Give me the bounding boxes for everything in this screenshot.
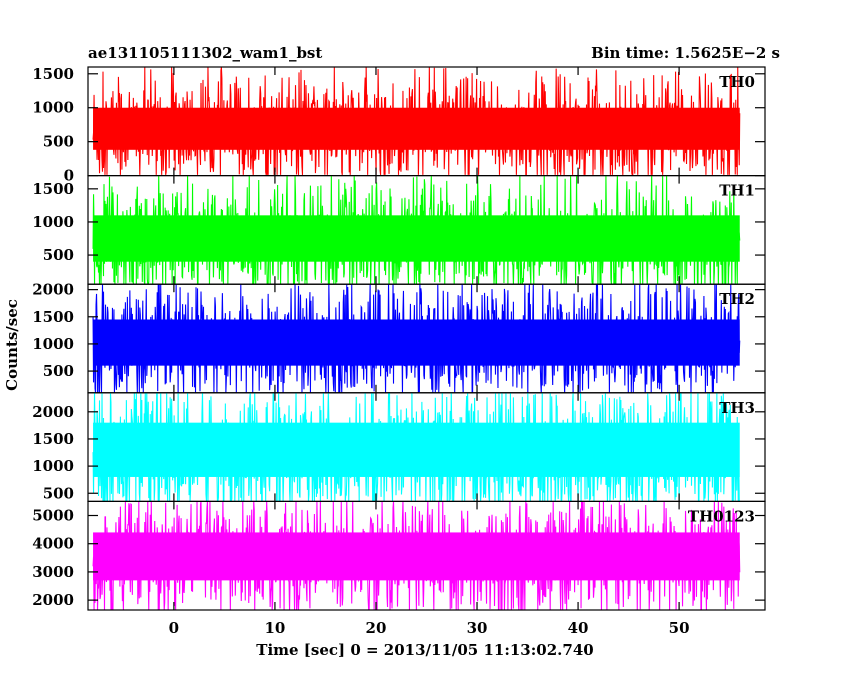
y-tick-label: 1500	[32, 308, 74, 326]
y-tick-label: 1000	[32, 213, 74, 231]
x-axis: 0 10 20 30 40 50	[169, 619, 690, 637]
panel-frame	[87, 500, 766, 611]
y-tick-label: 2000	[32, 281, 74, 299]
x-tick-label: 30	[467, 619, 488, 637]
panel-th2: 500 1000 1500 2000 TH2	[32, 281, 766, 394]
y-tick-label: 1000	[32, 99, 74, 117]
panel-th3: 500 1000 1500 2000 TH3	[32, 392, 766, 502]
y-tick-label: 2000	[32, 403, 74, 421]
y-tick-label: 500	[43, 133, 74, 151]
panel-th0123: 2000 3000 4000 5000 TH0123	[32, 500, 766, 611]
panel-label: TH0	[719, 73, 755, 91]
panel-th0: 0 500 1000 1500 TH0	[32, 65, 766, 185]
panel-th1: 500 1000 1500 TH1	[32, 175, 766, 285]
y-tick-label: 500	[43, 362, 74, 380]
panel-label: TH0123	[688, 507, 755, 525]
series-band-th2	[93, 319, 740, 366]
x-tick-label: 0	[169, 619, 179, 637]
y-tick-label: 3000	[32, 563, 74, 581]
series-band-th3	[93, 422, 740, 477]
y-tick-label: 2000	[32, 591, 74, 609]
y-tick-label: 1000	[32, 335, 74, 353]
series-band-th1	[93, 215, 740, 262]
series-band-th0123	[93, 532, 740, 581]
x-tick-label: 50	[669, 619, 690, 637]
y-tick-label: 1500	[32, 65, 74, 83]
y-tick-label: 1500	[32, 180, 74, 198]
y-tick-label: 5000	[32, 507, 74, 525]
panel-label: TH3	[719, 399, 755, 417]
y-tick-label: 1500	[32, 430, 74, 448]
series-band-th0	[93, 107, 740, 150]
y-axis-label: Counts/sec	[3, 299, 21, 391]
panel-label: TH1	[719, 182, 755, 200]
x-tick-label: 10	[264, 619, 285, 637]
y-tick-label: 500	[43, 484, 74, 502]
x-tick-label: 20	[366, 619, 387, 637]
panels-group: 0 500 1000 1500 TH0 500 1000 1500 TH1 500 1000 1500…	[32, 65, 766, 611]
x-axis-label: Time [sec] 0 = 2013/11/05 11:13:02.740	[256, 641, 593, 659]
panel-label: TH2	[719, 290, 755, 308]
bin-time-label: Bin time: 1.5625E−2 s	[591, 44, 780, 62]
y-tick-label: 4000	[32, 535, 74, 553]
chart-title: ae131105111302_wam1_bst	[88, 44, 323, 62]
x-tick-label: 40	[568, 619, 589, 637]
y-tick-label: 500	[43, 246, 74, 264]
y-tick-label: 1000	[32, 457, 74, 475]
y-tick-label: 0	[64, 167, 74, 185]
